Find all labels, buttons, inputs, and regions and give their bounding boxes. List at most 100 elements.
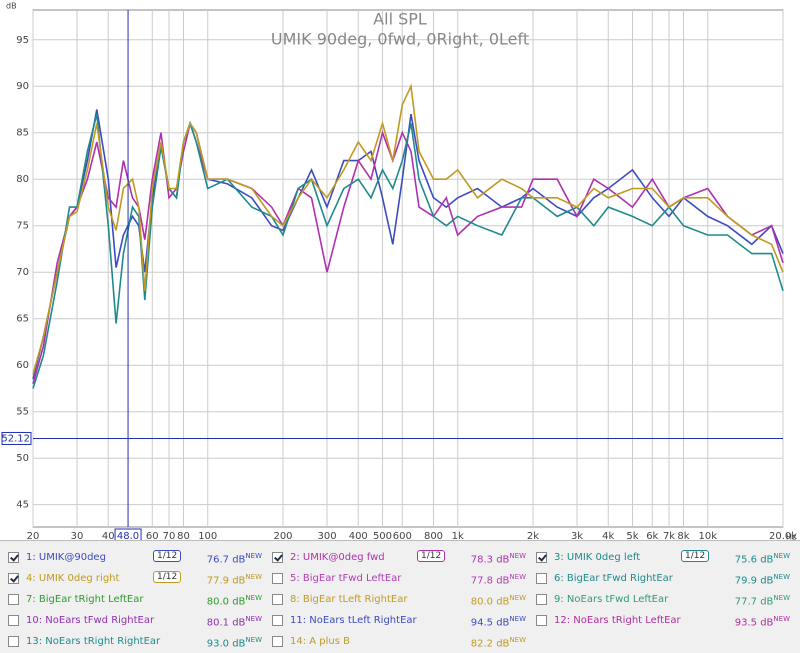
smoothing-button[interactable]: 1/12 bbox=[681, 550, 710, 562]
trace-level: 93.0 dBNEW bbox=[207, 636, 262, 649]
trace-label: 10: NoEars tFwd RightEar bbox=[26, 615, 155, 626]
trace-checkbox[interactable] bbox=[8, 636, 19, 647]
level-value: 93.0 dB bbox=[206, 638, 246, 650]
level-value: 78.3 dB bbox=[470, 554, 510, 566]
trace-checkbox[interactable] bbox=[8, 552, 19, 563]
trace-checkbox[interactable] bbox=[8, 573, 19, 584]
trace-level: 75.6 dBNEW bbox=[735, 552, 790, 565]
level-value: 80.0 dB bbox=[470, 596, 510, 608]
trace-checkbox[interactable] bbox=[536, 552, 547, 563]
y-tick-label: 45 bbox=[16, 500, 29, 511]
trace-entry: 7: BigEar tRight LeftEar 80.0 dBNEW bbox=[8, 591, 270, 609]
level-badge: NEW bbox=[245, 594, 262, 602]
x-tick-label: 300 bbox=[317, 531, 336, 540]
level-value: 80.1 dB bbox=[206, 617, 246, 629]
plot-area bbox=[32, 9, 784, 528]
level-badge: NEW bbox=[509, 636, 526, 644]
x-tick-label: 400 bbox=[349, 531, 368, 540]
trace-checkbox[interactable] bbox=[536, 573, 547, 584]
smoothing-button[interactable]: 1/12 bbox=[417, 550, 446, 562]
level-value: 77.8 dB bbox=[470, 575, 510, 587]
x-axis-label: Hz bbox=[786, 533, 796, 541]
y-tick-label: 85 bbox=[16, 128, 29, 139]
x-tick-label: 7k bbox=[663, 531, 675, 540]
chart: All SPL UMIK 90deg, 0fwd, 0Right, 0Left … bbox=[1, 2, 797, 541]
trace-label: 13: NoEars tRight RightEar bbox=[26, 636, 161, 647]
y-tick-label: 65 bbox=[16, 314, 29, 325]
trace-entry: 9: NoEars tFwd LeftEar 77.7 dBNEW bbox=[536, 591, 798, 609]
trace-label: 1: UMIK@90deg bbox=[26, 552, 106, 563]
trace-label: 9: NoEars tFwd LeftEar bbox=[554, 594, 669, 605]
trace-level: 80.0 dBNEW bbox=[471, 594, 526, 607]
trace-entry: 14: A plus B 82.2 dBNEW bbox=[272, 633, 534, 651]
trace-label: 3: UMIK 0deg left bbox=[554, 552, 641, 563]
x-tick-label: 20.0k bbox=[769, 531, 797, 540]
y-tick-label: 80 bbox=[16, 174, 29, 185]
trace-checkbox[interactable] bbox=[272, 615, 283, 626]
x-tick-label: 2k bbox=[527, 531, 539, 540]
level-badge: NEW bbox=[773, 594, 790, 602]
x-tick-label: 60 bbox=[146, 531, 159, 540]
trace-entry: 13: NoEars tRight RightEar 93.0 dBNEW bbox=[8, 633, 270, 651]
level-badge: NEW bbox=[509, 573, 526, 581]
x-tick-label: 5k bbox=[626, 531, 638, 540]
x-tick-label: 8k bbox=[677, 531, 689, 540]
y-tick-label: 75 bbox=[16, 221, 29, 232]
x-tick-label: 4k bbox=[602, 531, 614, 540]
cursor-y-label: 52.12 bbox=[1, 433, 30, 444]
trace-level: 94.5 dBNEW bbox=[471, 615, 526, 628]
level-badge: NEW bbox=[245, 636, 262, 644]
trace-label: 11: NoEars tLeft RightEar bbox=[290, 615, 417, 626]
y-tick-label: 95 bbox=[16, 35, 29, 46]
trace-level: 78.3 dBNEW bbox=[471, 552, 526, 565]
y-tick-label: 60 bbox=[16, 360, 29, 371]
level-badge: NEW bbox=[773, 552, 790, 560]
level-value: 75.6 dB bbox=[734, 554, 774, 566]
trace-checkbox[interactable] bbox=[536, 594, 547, 605]
cursor-x-box bbox=[114, 528, 142, 540]
x-tick-label: 80 bbox=[177, 531, 190, 540]
x-tick-label: 40 bbox=[102, 531, 115, 540]
trace-checkbox[interactable] bbox=[536, 615, 547, 626]
y-tick-label: 70 bbox=[16, 267, 29, 278]
trace-level: 80.0 dBNEW bbox=[207, 594, 262, 607]
trace-entry: 2: UMIK@0deg fwd 1/12 78.3 dBNEW bbox=[272, 549, 534, 567]
y-tick-label: 50 bbox=[16, 453, 29, 464]
level-value: 77.9 dB bbox=[206, 575, 246, 587]
trace-label: 6: BigEar tFwd RightEar bbox=[554, 573, 673, 584]
trace-checkbox[interactable] bbox=[272, 594, 283, 605]
y-tick-label: 90 bbox=[16, 81, 29, 92]
series-line bbox=[32, 120, 784, 385]
trace-entry: 4: UMIK 0deg right 1/12 77.9 dBNEW bbox=[8, 570, 270, 588]
series-line bbox=[32, 83, 784, 375]
x-tick-label: 1k bbox=[452, 531, 464, 540]
x-tick-label: 100 bbox=[198, 531, 217, 540]
trace-checkbox[interactable] bbox=[272, 552, 283, 563]
smoothing-button[interactable]: 1/12 bbox=[153, 550, 182, 562]
x-tick-label: 6k bbox=[646, 531, 658, 540]
trace-label: 7: BigEar tRight LeftEar bbox=[26, 594, 144, 605]
trace-level: 76.7 dBNEW bbox=[207, 552, 262, 565]
level-badge: NEW bbox=[509, 615, 526, 623]
smoothing-button[interactable]: 1/12 bbox=[153, 571, 182, 583]
level-value: 94.5 dB bbox=[470, 617, 510, 629]
level-badge: NEW bbox=[245, 573, 262, 581]
trace-legend: 1: UMIK@90deg 1/12 76.7 dBNEW 2: UMIK@0deg … bbox=[0, 540, 800, 653]
series-line bbox=[32, 113, 784, 389]
cursor-x-label: 48.0 bbox=[117, 531, 139, 540]
trace-checkbox[interactable] bbox=[8, 594, 19, 605]
trace-entry: 5: BigEar tFwd LeftEar 77.8 dBNEW bbox=[272, 570, 534, 588]
x-tick-label: 200 bbox=[273, 531, 292, 540]
trace-entry: 1: UMIK@90deg 1/12 76.7 dBNEW bbox=[8, 549, 270, 567]
trace-entry: 6: BigEar tFwd RightEar 79.9 dBNEW bbox=[536, 570, 798, 588]
trace-label: 8: BigEar tLeft RightEar bbox=[290, 594, 408, 605]
trace-checkbox[interactable] bbox=[8, 615, 19, 626]
level-badge: NEW bbox=[773, 615, 790, 623]
level-value: 77.7 dB bbox=[734, 596, 774, 608]
trace-checkbox[interactable] bbox=[272, 636, 283, 647]
trace-checkbox[interactable] bbox=[272, 573, 283, 584]
trace-entry: 12: NoEars tRight LeftEar 93.5 dBNEW bbox=[536, 612, 798, 630]
trace-level: 82.2 dBNEW bbox=[471, 636, 526, 649]
trace-level: 77.7 dBNEW bbox=[735, 594, 790, 607]
